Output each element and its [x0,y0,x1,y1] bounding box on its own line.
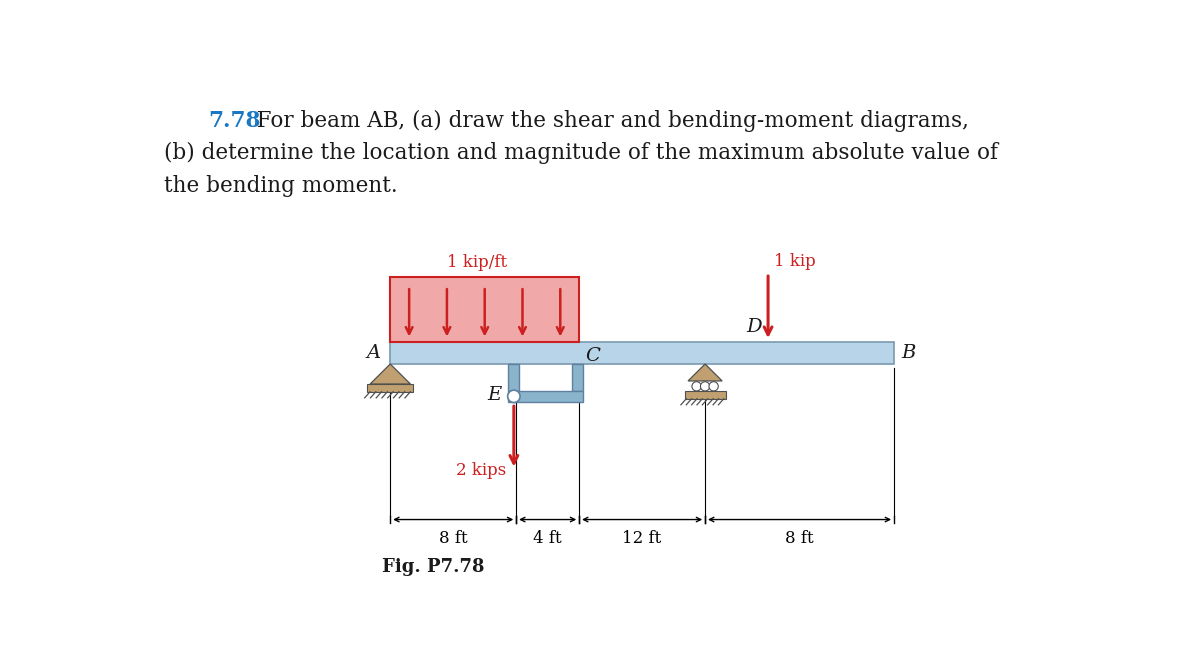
Bar [509,391,583,402]
Text: 1 kip: 1 kip [774,253,816,270]
Text: (b) determine the location and magnitude of the maximum absolute value of: (b) determine the location and magnitude… [164,142,998,165]
Bar [572,364,583,391]
Circle shape [508,390,520,403]
Text: C: C [586,347,600,365]
Bar [509,364,520,391]
Text: A: A [367,344,380,362]
Circle shape [692,382,701,391]
Text: D: D [746,319,762,336]
Text: 12 ft: 12 ft [623,530,661,547]
Text: Fig. P7.78: Fig. P7.78 [383,558,485,576]
Circle shape [709,382,719,391]
Bar [367,384,414,392]
Text: E: E [487,386,502,404]
Bar [390,277,580,343]
Text: 7.78: 7.78 [208,110,260,132]
Text: 1 kip/ft: 1 kip/ft [446,254,508,271]
Text: 8 ft: 8 ft [439,530,468,547]
Bar [390,343,894,364]
Text: the bending moment.: the bending moment. [164,175,397,197]
Circle shape [701,382,709,391]
Text: B: B [901,344,916,362]
Polygon shape [688,364,722,381]
Text: 8 ft: 8 ft [785,530,814,547]
Text: For beam AB, (a) draw the shear and bending-moment diagrams,: For beam AB, (a) draw the shear and bend… [242,110,968,132]
Polygon shape [370,364,410,384]
Text: 4 ft: 4 ft [533,530,562,547]
Bar [685,391,726,398]
Text: 2 kips: 2 kips [456,462,506,478]
